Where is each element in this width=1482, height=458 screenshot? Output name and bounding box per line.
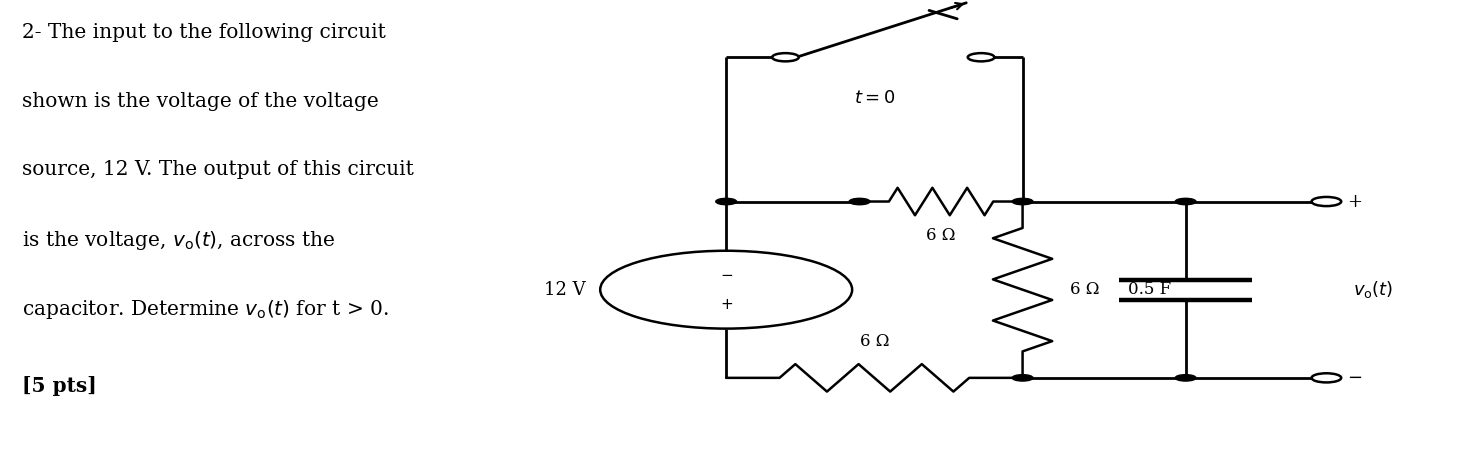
Circle shape [1012,375,1033,381]
Circle shape [772,53,799,61]
Circle shape [968,53,994,61]
Circle shape [1312,373,1341,382]
Circle shape [849,198,870,205]
Circle shape [716,198,737,205]
Text: is the voltage, $v_{\rm o}(t)$, across the: is the voltage, $v_{\rm o}(t)$, across t… [22,229,336,252]
Circle shape [1012,198,1033,205]
Text: $+$: $+$ [720,298,732,312]
Text: capacitor. Determine $v_{\rm o}(t)$ for t > 0.: capacitor. Determine $v_{\rm o}(t)$ for … [22,298,388,321]
Text: 12 V: 12 V [544,281,585,299]
Circle shape [1175,198,1196,205]
Text: 2- The input to the following circuit: 2- The input to the following circuit [22,23,387,42]
Text: 6 Ω: 6 Ω [860,333,889,350]
Circle shape [1175,375,1196,381]
Text: source, 12 V. The output of this circuit: source, 12 V. The output of this circuit [22,160,413,179]
Text: $t = 0$: $t = 0$ [854,89,895,107]
Text: −: − [1347,369,1362,387]
Text: 6 Ω: 6 Ω [1070,281,1100,298]
Text: $-$: $-$ [720,267,732,281]
Text: [5 pts]: [5 pts] [22,376,96,396]
Text: shown is the voltage of the voltage: shown is the voltage of the voltage [22,92,379,110]
Text: +: + [1347,192,1362,211]
Text: 6 Ω: 6 Ω [926,227,956,244]
Text: $v_{\rm o}(t)$: $v_{\rm o}(t)$ [1353,279,1393,300]
Circle shape [1312,197,1341,206]
Text: 0.5 F: 0.5 F [1128,281,1171,298]
